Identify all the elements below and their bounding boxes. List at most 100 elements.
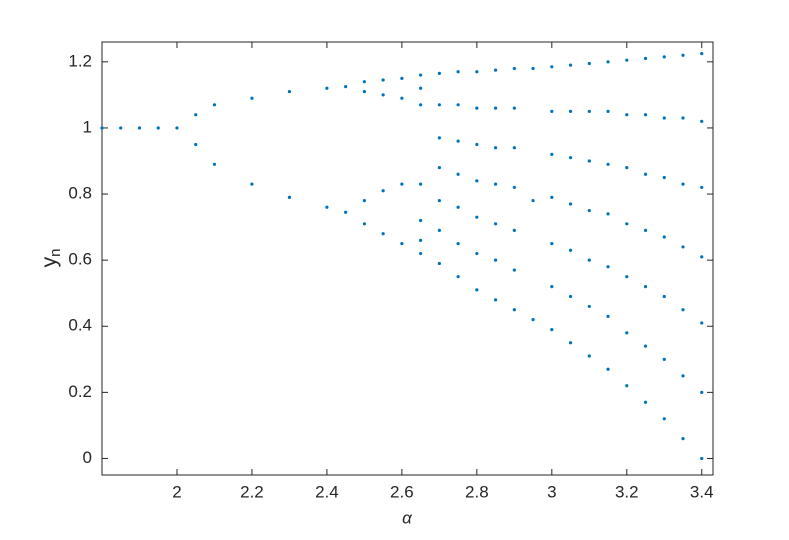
- point: [681, 53, 685, 57]
- point: [456, 205, 460, 209]
- y-tick-label: 1: [83, 117, 92, 136]
- y-tick-label: 0.8: [68, 184, 92, 203]
- point: [381, 189, 385, 193]
- point: [681, 182, 685, 186]
- point: [156, 126, 160, 130]
- y-axis-label: yn: [38, 249, 64, 268]
- point: [681, 374, 685, 378]
- point: [437, 166, 441, 170]
- point: [643, 400, 648, 404]
- point: [625, 384, 629, 388]
- point: [437, 71, 441, 76]
- point: [606, 212, 610, 216]
- point: [643, 284, 648, 289]
- point: [437, 136, 441, 140]
- x-tick-label: 3.2: [615, 482, 639, 501]
- point: [568, 294, 573, 299]
- point: [419, 73, 423, 77]
- point: [362, 199, 366, 203]
- point: [212, 162, 217, 166]
- point: [587, 208, 591, 213]
- point: [587, 61, 591, 66]
- point: [643, 228, 648, 233]
- point: [493, 146, 498, 150]
- y-tick-label: 0.6: [68, 250, 92, 269]
- point: [119, 126, 123, 130]
- point: [400, 182, 404, 186]
- point: [662, 235, 666, 239]
- point: [475, 142, 479, 147]
- point: [681, 308, 685, 312]
- point: [475, 179, 479, 183]
- point: [400, 76, 404, 80]
- point: [681, 437, 685, 441]
- x-tick-label: 2.8: [465, 482, 489, 501]
- plot-area: [101, 41, 714, 476]
- point: [194, 142, 198, 147]
- point: [475, 215, 479, 219]
- point: [550, 152, 554, 156]
- point: [550, 195, 554, 199]
- point: [606, 109, 610, 114]
- point: [419, 251, 423, 256]
- point: [419, 238, 423, 242]
- point: [456, 70, 460, 74]
- x-axis-label: α: [402, 508, 413, 527]
- point: [681, 245, 685, 249]
- point: [606, 60, 610, 64]
- point: [456, 242, 460, 246]
- point: [400, 96, 404, 100]
- point: [137, 126, 142, 130]
- point: [344, 210, 348, 214]
- y-tick-label: 0.4: [68, 316, 92, 335]
- x-tick-label: 3: [547, 482, 556, 501]
- point: [437, 199, 441, 203]
- point: [456, 172, 460, 176]
- point: [606, 314, 610, 318]
- point: [568, 341, 573, 345]
- point: [662, 294, 666, 299]
- point: [700, 255, 704, 259]
- point: [700, 51, 704, 56]
- point: [475, 288, 479, 292]
- point: [643, 172, 648, 176]
- point: [531, 199, 535, 203]
- y-tick-label: 0.2: [68, 382, 92, 401]
- x-tick-label: 2: [172, 482, 181, 501]
- point: [512, 308, 516, 312]
- point: [381, 93, 385, 97]
- point: [250, 182, 254, 186]
- point: [512, 146, 516, 150]
- point: [568, 202, 573, 206]
- point: [606, 162, 610, 166]
- point: [512, 268, 516, 272]
- point: [550, 284, 554, 289]
- point: [456, 275, 460, 279]
- point: [344, 85, 348, 89]
- point: [625, 113, 629, 117]
- point: [568, 109, 573, 114]
- point: [175, 126, 179, 130]
- point: [625, 58, 629, 62]
- point: [512, 185, 516, 190]
- point: [662, 175, 666, 180]
- point: [625, 166, 629, 170]
- point: [568, 248, 573, 252]
- point: [287, 195, 292, 199]
- point: [493, 258, 498, 262]
- point: [568, 156, 573, 160]
- point: [643, 113, 648, 117]
- point: [568, 63, 573, 67]
- point: [700, 119, 704, 123]
- point: [493, 182, 498, 186]
- point: [456, 139, 460, 143]
- point: [100, 126, 104, 130]
- point: [381, 78, 385, 82]
- point: [325, 86, 329, 90]
- point: [606, 367, 610, 371]
- point: [531, 318, 535, 322]
- point: [493, 222, 498, 226]
- point: [400, 242, 404, 246]
- point: [550, 109, 554, 114]
